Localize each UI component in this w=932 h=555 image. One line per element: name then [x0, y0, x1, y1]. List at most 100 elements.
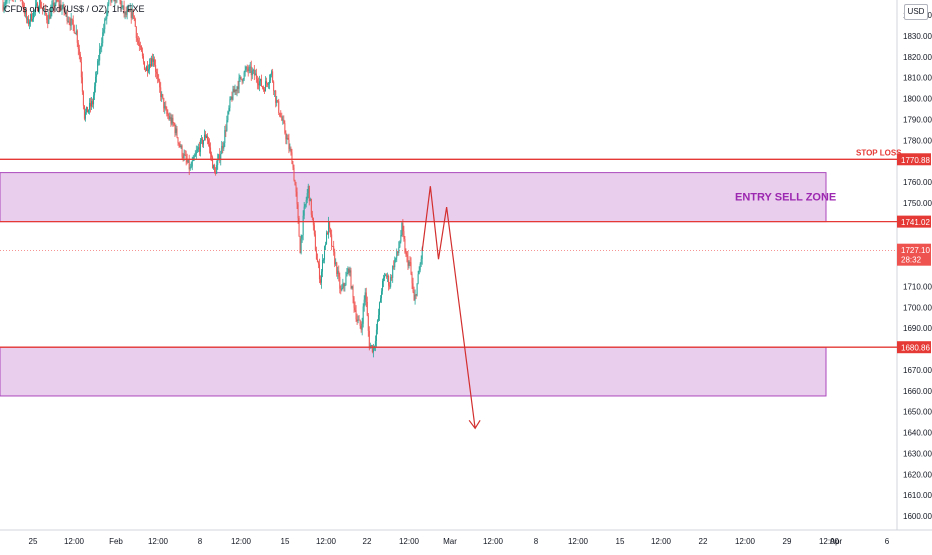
- x-tick-label-7: 12:00: [316, 537, 337, 546]
- candle-body: [174, 125, 175, 133]
- level-price-label-1: 1741.02: [901, 218, 930, 227]
- candle-body: [356, 310, 357, 319]
- candle-body: [181, 146, 182, 147]
- candle-body: [373, 348, 374, 352]
- candle-body: [207, 136, 208, 140]
- candle-body: [147, 66, 148, 71]
- candle-body: [48, 15, 49, 24]
- candle-body: [82, 77, 83, 91]
- candle-body: [163, 98, 164, 109]
- candle-body: [357, 319, 358, 321]
- candle-body: [143, 56, 144, 62]
- candle-body: [211, 154, 212, 157]
- candle-body: [183, 157, 184, 158]
- candle-body: [154, 59, 155, 65]
- candle-body: [71, 19, 72, 26]
- y-tick-label-3: 1810.00: [903, 74, 932, 83]
- candle-body: [159, 81, 160, 88]
- candle-body: [398, 247, 399, 253]
- candle-body: [140, 46, 141, 47]
- candle-body: [149, 64, 150, 69]
- candle-body: [93, 95, 94, 104]
- candle-body: [138, 40, 139, 43]
- candle-body: [95, 77, 96, 87]
- candle-body: [288, 140, 289, 149]
- candle-body: [399, 242, 400, 248]
- candle-body: [328, 221, 329, 234]
- x-tick-label-9: 12:00: [399, 537, 420, 546]
- candle-body: [72, 19, 73, 20]
- x-tick-label-21: 6: [885, 537, 890, 546]
- candle-body: [218, 154, 219, 159]
- candle-body: [386, 275, 387, 276]
- candle-body: [385, 275, 386, 276]
- candle-body: [353, 286, 354, 297]
- candle-body: [304, 207, 305, 216]
- countdown-label: 28:32: [901, 256, 922, 265]
- zone-label-0: ENTRY SELL ZONE: [735, 192, 836, 204]
- candle-body: [269, 80, 270, 83]
- candle-body: [364, 300, 365, 307]
- candle-body: [333, 246, 334, 252]
- candle-body: [390, 277, 391, 287]
- candle-body: [233, 89, 234, 92]
- candle-body: [360, 320, 361, 326]
- candle-body: [190, 167, 191, 169]
- candle-body: [307, 193, 308, 200]
- x-tick-label-20: Apr: [830, 537, 843, 546]
- y-tick-label-14: 1700.00: [903, 303, 932, 312]
- candle-body: [317, 259, 318, 262]
- last-price-label: 1727.10: [901, 246, 930, 255]
- candle-body: [291, 152, 292, 164]
- candle-body: [150, 64, 151, 67]
- candle-body: [160, 87, 161, 97]
- candle-body: [145, 70, 146, 71]
- candle-body: [332, 246, 333, 247]
- x-tick-label-11: 12:00: [483, 537, 504, 546]
- candle-body: [162, 94, 163, 98]
- y-tick-label-13: 1710.00: [903, 282, 932, 291]
- candle-body: [264, 89, 265, 91]
- candle-body: [393, 266, 394, 267]
- candle-body: [261, 79, 262, 86]
- candle-body: [187, 160, 188, 163]
- candle-body: [244, 72, 245, 79]
- y-tick-label-2: 1820.00: [903, 53, 932, 62]
- candle-body: [355, 308, 356, 311]
- x-tick-label-13: 12:00: [568, 537, 589, 546]
- candle-body: [258, 84, 259, 86]
- candle-body: [250, 67, 251, 68]
- candle-body: [361, 326, 362, 330]
- candle-body: [387, 276, 388, 277]
- candle-body: [105, 19, 106, 20]
- candle-body: [402, 223, 403, 231]
- candle-body: [98, 60, 99, 61]
- candle-body: [83, 92, 84, 106]
- candle-body: [210, 148, 211, 155]
- candle-body: [199, 147, 200, 152]
- candle-body: [369, 331, 370, 349]
- candle-body: [299, 218, 300, 236]
- candle-body: [418, 274, 419, 283]
- candle-body: [257, 79, 258, 83]
- candle-body: [298, 204, 299, 218]
- candle-body: [407, 256, 408, 266]
- candle-body: [144, 62, 145, 70]
- x-tick-label-15: 12:00: [651, 537, 672, 546]
- candle-body: [90, 103, 91, 107]
- candle-body: [420, 264, 421, 270]
- candle-body: [237, 87, 238, 91]
- candle-body: [27, 19, 28, 20]
- candle-body: [276, 100, 277, 103]
- candle-body: [266, 81, 267, 83]
- currency-button[interactable]: USD: [904, 4, 928, 20]
- candle-body: [221, 146, 222, 154]
- candle-body: [141, 46, 142, 51]
- candle-body: [238, 87, 239, 89]
- candle-body: [167, 114, 168, 116]
- candle-body: [91, 101, 92, 106]
- candle-body: [156, 72, 157, 74]
- y-tick-label-19: 1650.00: [903, 408, 932, 417]
